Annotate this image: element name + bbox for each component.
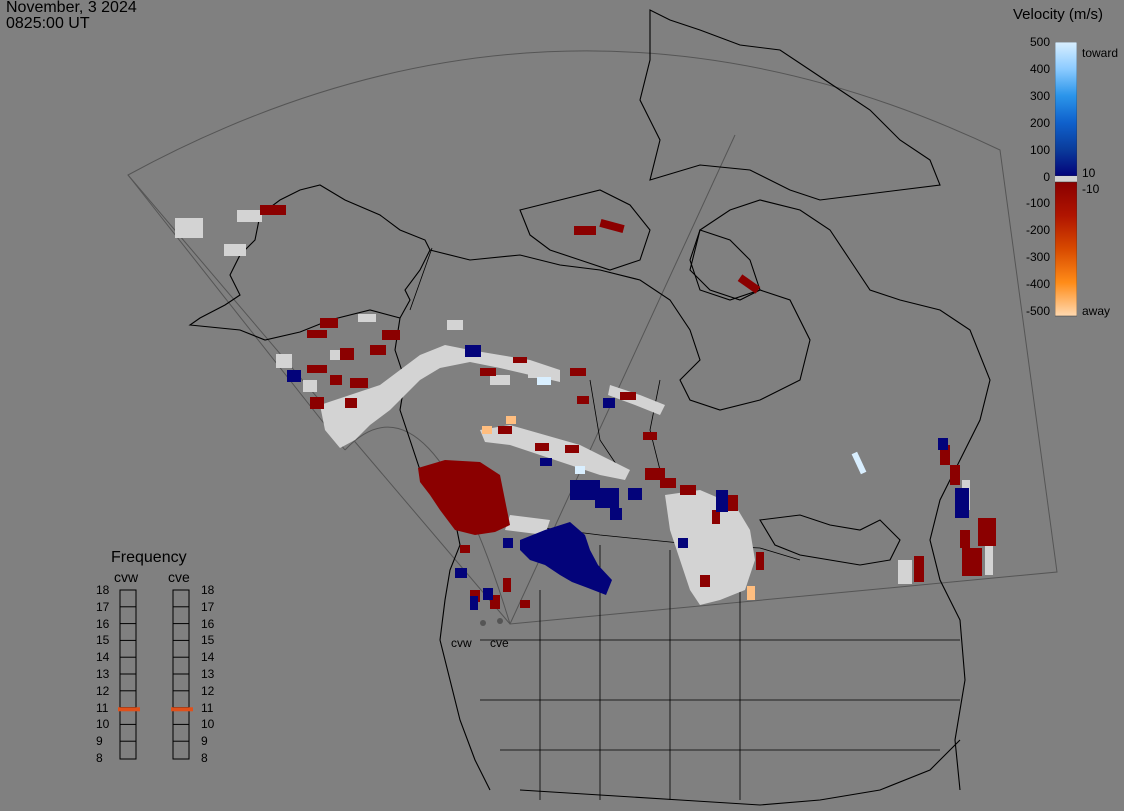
radar-echoes	[175, 205, 996, 610]
radar-site-marker-icon	[480, 618, 503, 626]
frequency-label-left: 17	[96, 599, 110, 614]
frequency-label-left: 15	[96, 633, 110, 648]
frequency-label-right: 9	[201, 734, 208, 749]
site-label-cvw: cvw	[451, 636, 472, 650]
frequency-label-right: 11	[201, 700, 214, 715]
frequency-radar-cvw: cvw	[114, 569, 139, 585]
frequency-label-left: 8	[96, 751, 103, 765]
frequency-label-left: 13	[96, 667, 110, 681]
frequency-marker-cve	[171, 707, 193, 712]
velocity-colorbar	[1055, 42, 1077, 317]
frequency-bars	[118, 589, 193, 760]
velocity-tick-label: 200	[1029, 115, 1050, 130]
velocity-tick-label: 0	[1043, 169, 1050, 184]
frequency-label-right: 17	[201, 599, 215, 614]
map-time: 0825:00 UT	[6, 15, 90, 32]
legend-plus-threshold: 10	[1082, 166, 1096, 180]
frequency-label-right: 10	[201, 717, 215, 732]
frequency-label-left: 10	[96, 717, 110, 732]
frequency-label-right: 15	[201, 633, 215, 648]
velocity-tick-label: -200	[1025, 223, 1050, 238]
frequency-label-right: 13	[201, 667, 215, 681]
legend-minus-threshold: -10	[1082, 182, 1100, 196]
velocity-tick-label: 300	[1029, 88, 1050, 103]
frequency-radar-cve: cve	[168, 569, 190, 585]
frequency-label-left: 12	[96, 683, 110, 698]
legend-toward-label: toward	[1082, 46, 1119, 60]
frequency-label-right: 12	[201, 683, 215, 698]
frequency-label-left: 14	[96, 650, 110, 665]
velocity-tick-label: -300	[1025, 250, 1050, 265]
velocity-legend-title: Velocity (m/s)	[1013, 6, 1104, 23]
site-label-cve: cve	[490, 636, 509, 650]
frequency-marker-cvw	[118, 707, 140, 712]
velocity-tick-label: 400	[1029, 61, 1050, 76]
frequency-label-right: 16	[201, 616, 215, 631]
velocity-tick-label: 100	[1029, 142, 1050, 157]
frequency-label-left: 18	[96, 583, 110, 597]
legend-away-label: away	[1082, 304, 1111, 318]
frequency-label-right: 8	[201, 751, 208, 765]
velocity-tick-label: 500	[1029, 35, 1050, 49]
velocity-tick-label: -400	[1025, 277, 1050, 292]
radar-field-of-view	[127, 50, 1058, 625]
frequency-label-left: 16	[96, 616, 110, 631]
frequency-label-right: 14	[201, 650, 215, 665]
frequency-title: Frequency	[111, 549, 187, 566]
frequency-label-right: 18	[201, 583, 215, 597]
frequency-label-left: 11	[96, 700, 109, 715]
frequency-label-left: 9	[96, 734, 103, 749]
velocity-tick-label: -500	[1025, 304, 1050, 318]
map-date: November, 3 2024	[6, 0, 137, 16]
velocity-tick-label: -100	[1025, 196, 1050, 211]
